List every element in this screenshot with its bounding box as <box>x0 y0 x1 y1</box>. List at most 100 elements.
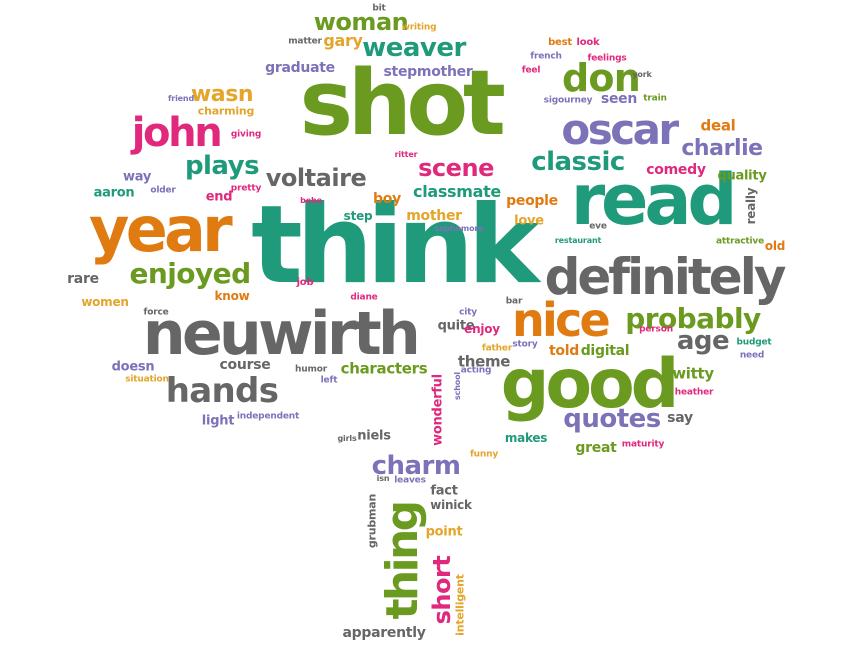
word-oscar: oscar <box>561 105 679 154</box>
word-look: look <box>576 37 600 48</box>
word-characters: characters <box>340 359 428 378</box>
word-maturity: maturity <box>621 439 665 450</box>
word-graduate: graduate <box>265 60 335 76</box>
word-classmate: classmate <box>413 182 501 201</box>
word-course: course <box>219 357 271 373</box>
word-best: best <box>548 37 572 48</box>
word-older: older <box>150 185 176 196</box>
word-step: step <box>343 209 373 223</box>
word-john: john <box>131 110 223 156</box>
word-bit: bit <box>372 3 386 14</box>
word-charlie: charlie <box>681 136 763 161</box>
word-person: person <box>639 324 673 335</box>
word-stepmother: stepmother <box>383 64 473 80</box>
word-train: train <box>643 93 667 104</box>
word-shot: shot <box>299 51 506 156</box>
word-attractive: attractive <box>715 236 765 247</box>
word-wonderful: wonderful <box>430 374 446 446</box>
word-great: great <box>575 440 617 456</box>
word-bebe: bebe <box>300 196 322 205</box>
word-independent: independent <box>236 411 300 422</box>
word-heather: heather <box>674 387 714 398</box>
word-quite: quite <box>437 318 475 334</box>
word-york: york <box>632 70 652 79</box>
word-hands: hands <box>165 371 279 411</box>
word-end: end <box>205 189 233 205</box>
word-boy: boy <box>373 191 401 207</box>
word-sophomore: sophomore <box>434 224 484 233</box>
word-niels: niels <box>357 428 391 444</box>
word-probably: probably <box>625 302 761 335</box>
word-isn: isn <box>376 474 390 483</box>
word-rare: rare <box>67 271 99 287</box>
word-scene: scene <box>418 154 494 182</box>
word-nice: nice <box>512 293 611 347</box>
word-seen: seen <box>600 91 638 107</box>
word-deal: deal <box>700 116 736 135</box>
word-voltaire: voltaire <box>265 164 367 192</box>
word-neuwirth: neuwirth <box>142 299 421 369</box>
word-situation: situation <box>125 374 169 385</box>
word-force: force <box>143 307 169 318</box>
word-short: short <box>428 555 456 625</box>
word-doesn: doesn <box>111 359 155 375</box>
word-classic: classic <box>531 147 625 177</box>
word-pretty: pretty <box>230 183 262 194</box>
word-matter: matter <box>288 36 322 47</box>
word-city: city <box>459 307 477 318</box>
word-girls: girls <box>337 434 357 443</box>
word-light: light <box>201 413 235 429</box>
word-read: read <box>570 159 738 241</box>
word-know: know <box>214 289 250 303</box>
word-giving: giving <box>230 129 262 140</box>
word-winick: winick <box>430 498 472 512</box>
word-restaurant: restaurant <box>554 236 602 245</box>
word-digital: digital <box>580 343 630 359</box>
word-writing: writing <box>401 22 437 33</box>
word-don: don <box>561 56 641 100</box>
word-good: good <box>500 345 680 424</box>
word-charm: charm <box>371 451 461 481</box>
word-acting: acting <box>460 365 492 376</box>
word-gary: gary <box>323 31 363 50</box>
word-year: year <box>89 193 233 266</box>
word-father: father <box>481 343 513 354</box>
word-enjoy: enjoy <box>464 322 500 336</box>
word-theme: theme <box>457 352 511 371</box>
word-aaron: aaron <box>93 185 135 201</box>
word-quality: quality <box>717 168 767 184</box>
word-definitely: definitely <box>544 248 787 306</box>
word-apparently: apparently <box>342 625 426 641</box>
word-enjoyed: enjoyed <box>129 257 251 290</box>
word-charming: charming <box>197 104 255 118</box>
word-french: french <box>530 51 562 62</box>
word-way: way <box>122 169 152 185</box>
word-love: love <box>514 213 544 229</box>
word-comedy: comedy <box>646 162 706 178</box>
word-think: think <box>251 183 539 308</box>
word-friend: friend <box>167 94 195 103</box>
word-diane: diane <box>350 292 378 303</box>
word-intelligent: intelligent <box>453 574 467 636</box>
word-leaves: leaves <box>394 475 426 486</box>
word-witty: witty <box>672 364 714 383</box>
word-say: say <box>667 410 693 426</box>
word-sigourney: sigourney <box>543 95 593 106</box>
word-people: people <box>506 193 558 209</box>
word-need: need <box>739 350 765 361</box>
word-bar: bar <box>505 296 523 307</box>
word-plays: plays <box>184 151 260 181</box>
word-ritter: ritter <box>394 150 418 159</box>
word-makes: makes <box>504 431 548 445</box>
word-thing: thing <box>377 502 428 620</box>
word-woman: woman <box>313 8 409 36</box>
word-grubman: grubman <box>365 493 379 549</box>
word-eve: eve <box>589 221 607 232</box>
word-school: school <box>453 372 462 400</box>
word-left: left <box>320 375 338 386</box>
word-feel: feel <box>521 65 541 76</box>
word-humor: humor <box>295 364 327 375</box>
word-job: job <box>296 277 314 288</box>
word-weaver: weaver <box>362 33 466 63</box>
